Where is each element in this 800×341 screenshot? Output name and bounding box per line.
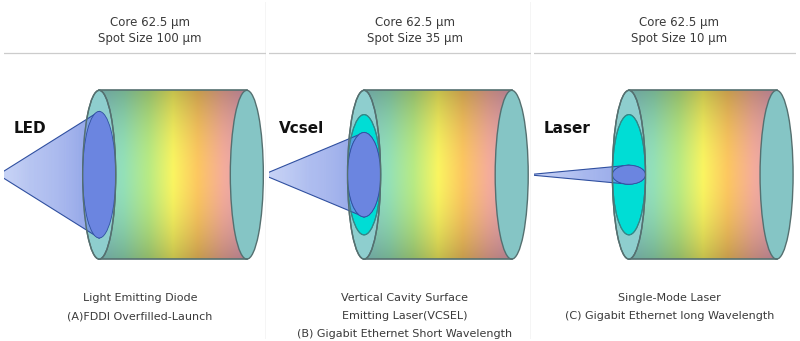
Ellipse shape [620,165,638,184]
Ellipse shape [82,90,116,259]
Ellipse shape [760,90,793,259]
Text: Core 62.5 μm: Core 62.5 μm [639,16,719,29]
Text: (A)FDDI Overfilled-Launch: (A)FDDI Overfilled-Launch [67,311,213,321]
Text: (B) Gigabit Ethernet Short Wavelength: (B) Gigabit Ethernet Short Wavelength [298,329,513,339]
Text: Spot Size 100 μm: Spot Size 100 μm [98,32,202,45]
Ellipse shape [347,133,381,217]
Bar [629,259,777,341]
Bar [629,0,777,90]
Text: Core 62.5 μm: Core 62.5 μm [374,16,454,29]
Text: Spot Size 35 μm: Spot Size 35 μm [366,32,462,45]
Bar [364,0,512,90]
Ellipse shape [613,165,646,184]
Ellipse shape [90,112,108,238]
Ellipse shape [495,90,528,259]
Ellipse shape [613,115,646,235]
Text: (C) Gigabit Ethernet long Wavelength: (C) Gigabit Ethernet long Wavelength [565,311,774,321]
Ellipse shape [613,90,646,259]
Ellipse shape [347,115,381,235]
Ellipse shape [347,90,381,259]
Text: Core 62.5 μm: Core 62.5 μm [110,16,190,29]
Text: Vcsel: Vcsel [278,121,324,136]
Ellipse shape [230,90,263,259]
Text: Laser: Laser [543,121,590,136]
Text: Single-Mode Laser: Single-Mode Laser [618,293,721,303]
Text: Emitting Laser(VCSEL): Emitting Laser(VCSEL) [342,311,468,321]
Bar [99,0,247,90]
Text: Light Emitting Diode: Light Emitting Diode [82,293,198,303]
Bar [364,259,512,341]
Text: Spot Size 10 μm: Spot Size 10 μm [631,32,727,45]
Text: LED: LED [14,121,46,136]
Bar [99,259,247,341]
Ellipse shape [613,165,646,184]
Ellipse shape [82,112,116,238]
Ellipse shape [347,133,381,217]
Text: Vertical Cavity Surface: Vertical Cavity Surface [342,293,468,303]
Ellipse shape [355,133,373,217]
